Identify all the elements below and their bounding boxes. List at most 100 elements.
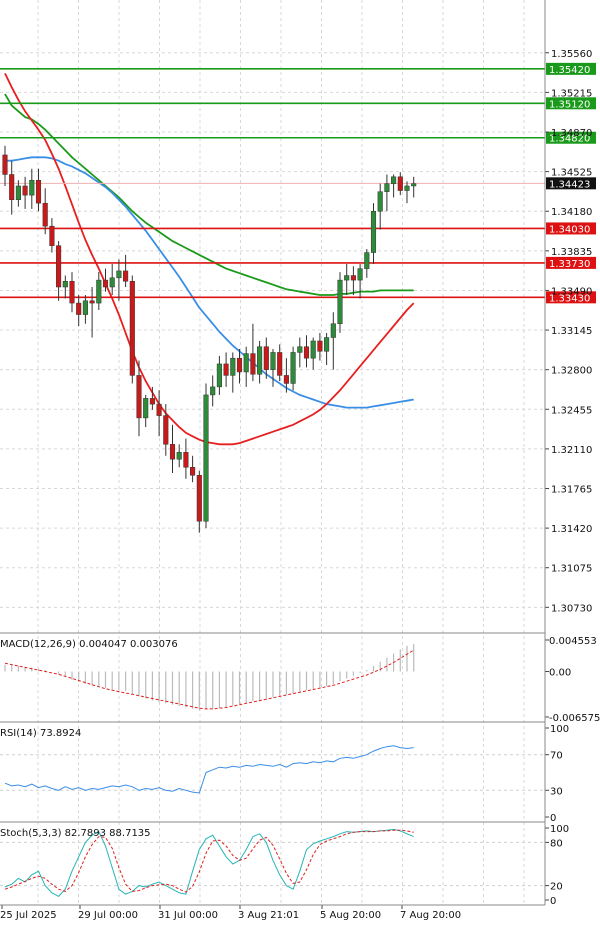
candle-body [216, 363, 222, 388]
price-tick-label: 1.35560 [551, 49, 592, 60]
rsi-title: RSI(14) 73.8924 [0, 728, 81, 739]
level-label: 1.34820 [549, 134, 590, 145]
candle-body [102, 279, 109, 288]
rsi-tick-label: 100 [550, 724, 569, 735]
rsi-line [4, 745, 414, 794]
candle-body [377, 191, 383, 212]
price-tick-label: 1.34180 [551, 207, 592, 218]
candle-body [129, 281, 135, 376]
candle-body [169, 444, 176, 460]
candle-body [357, 268, 363, 281]
price-tick-label: 1.33145 [551, 326, 592, 337]
price-tick-label: 1.31765 [551, 485, 592, 496]
candle-body [163, 415, 169, 445]
candle-body [283, 375, 289, 384]
candle-body [2, 154, 8, 175]
price-tick-label: 1.31075 [551, 564, 592, 575]
stoch-tick-label: 100 [550, 824, 569, 835]
candle-body [29, 179, 35, 196]
price-tick-label: 1.32110 [551, 445, 592, 456]
price-axis: 1.35560 1.35215 1.34870 1.34525 1.34180 1.338… [545, 49, 592, 614]
candle-body [123, 270, 129, 282]
level-label-box [546, 97, 596, 110]
stochastic-panel: 100 80 20 0 [0, 824, 569, 907]
rsi-tick-label: 0 [550, 813, 556, 824]
candle-body [109, 277, 115, 288]
candle-body [15, 185, 21, 200]
candles [2, 145, 417, 533]
candle-body [210, 386, 216, 396]
candle-body [330, 323, 336, 338]
stoch-d-line [4, 829, 414, 893]
rsi-tick-label: 30 [550, 786, 563, 797]
candle-body [56, 245, 62, 288]
moving-average-line [4, 73, 415, 446]
price-tick-label: 1.34525 [551, 168, 592, 179]
price-tick-label: 1.33490 [551, 286, 592, 297]
stoch-tick-label: 20 [550, 882, 563, 893]
price-tick-label: 1.35215 [551, 88, 592, 99]
candle-body [297, 346, 303, 353]
candle-body [116, 270, 122, 279]
candle-body [143, 398, 149, 419]
time-tick-label: 5 Aug 20:00 [320, 910, 381, 921]
level-label: 1.33730 [549, 259, 590, 270]
candle-body [337, 279, 343, 324]
candle-body [270, 352, 276, 370]
candle-body [250, 353, 256, 375]
time-tick-label: 7 Aug 20:00 [400, 910, 461, 921]
price-tick-label: 1.32455 [551, 405, 592, 416]
candle-body [223, 363, 229, 376]
candle-body [364, 252, 370, 269]
price-tick-label: 1.34870 [551, 128, 592, 139]
time-tick-label: 31 Jul 00:00 [158, 910, 218, 921]
candle-body [89, 300, 95, 304]
stoch-title: Stoch(5,3,3) 82.7893 88.7135 [0, 828, 151, 839]
time-tick-label: 3 Aug 21:01 [238, 910, 299, 921]
candle-body [397, 176, 403, 191]
horizontal-levels: 1.35420 1.35120 1.34820 1.34030 1.33730 1.334… [0, 62, 596, 304]
stoch-tick-label: 0 [550, 896, 556, 907]
price-tick-label: 1.33835 [551, 247, 592, 258]
candle-body [344, 275, 350, 281]
candle-body [35, 179, 42, 204]
time-axis: 25 Jul 2025 29 Jul 00:00 31 Jul 00:00 3 Aug… [0, 905, 461, 921]
candle-body [69, 281, 75, 304]
level-label-box [546, 131, 596, 144]
candle-body [411, 183, 417, 187]
price-tick-label: 1.30730 [551, 603, 592, 614]
current-price-label: 1.34423 [549, 179, 590, 190]
candle-body [136, 375, 142, 419]
candle-body [42, 202, 48, 227]
candle-body [303, 346, 310, 359]
rsi-panel: 100 70 30 0 [0, 724, 569, 824]
candle-body [290, 352, 296, 384]
candle-body [149, 398, 155, 405]
level-label: 1.35420 [549, 65, 590, 76]
candle-body [183, 452, 189, 468]
candle-body [76, 302, 82, 315]
candle-body [384, 183, 390, 192]
moving-average-line [4, 93, 414, 296]
macd-tick-label: 0.00 [549, 668, 571, 679]
current-price-box [546, 177, 596, 190]
grid-lines [0, 0, 545, 905]
level-label-box [546, 62, 596, 75]
candle-body [257, 346, 263, 375]
level-label: 1.35120 [549, 99, 590, 110]
candle-body [317, 340, 323, 352]
candle-body [230, 357, 236, 376]
candle-body [324, 337, 330, 352]
candle-body [96, 279, 102, 304]
stoch-k-line [4, 828, 414, 898]
candle-body [49, 225, 55, 246]
candle-body [203, 394, 209, 522]
candle-body [190, 467, 196, 476]
candle-body [263, 346, 269, 370]
macd-panel: 0.004553 0.00 -0.006575 [4, 636, 600, 724]
candle-body [22, 185, 28, 196]
level-label-box [546, 256, 596, 269]
time-tick-label: 29 Jul 00:00 [78, 910, 138, 921]
candle-body [9, 174, 15, 200]
